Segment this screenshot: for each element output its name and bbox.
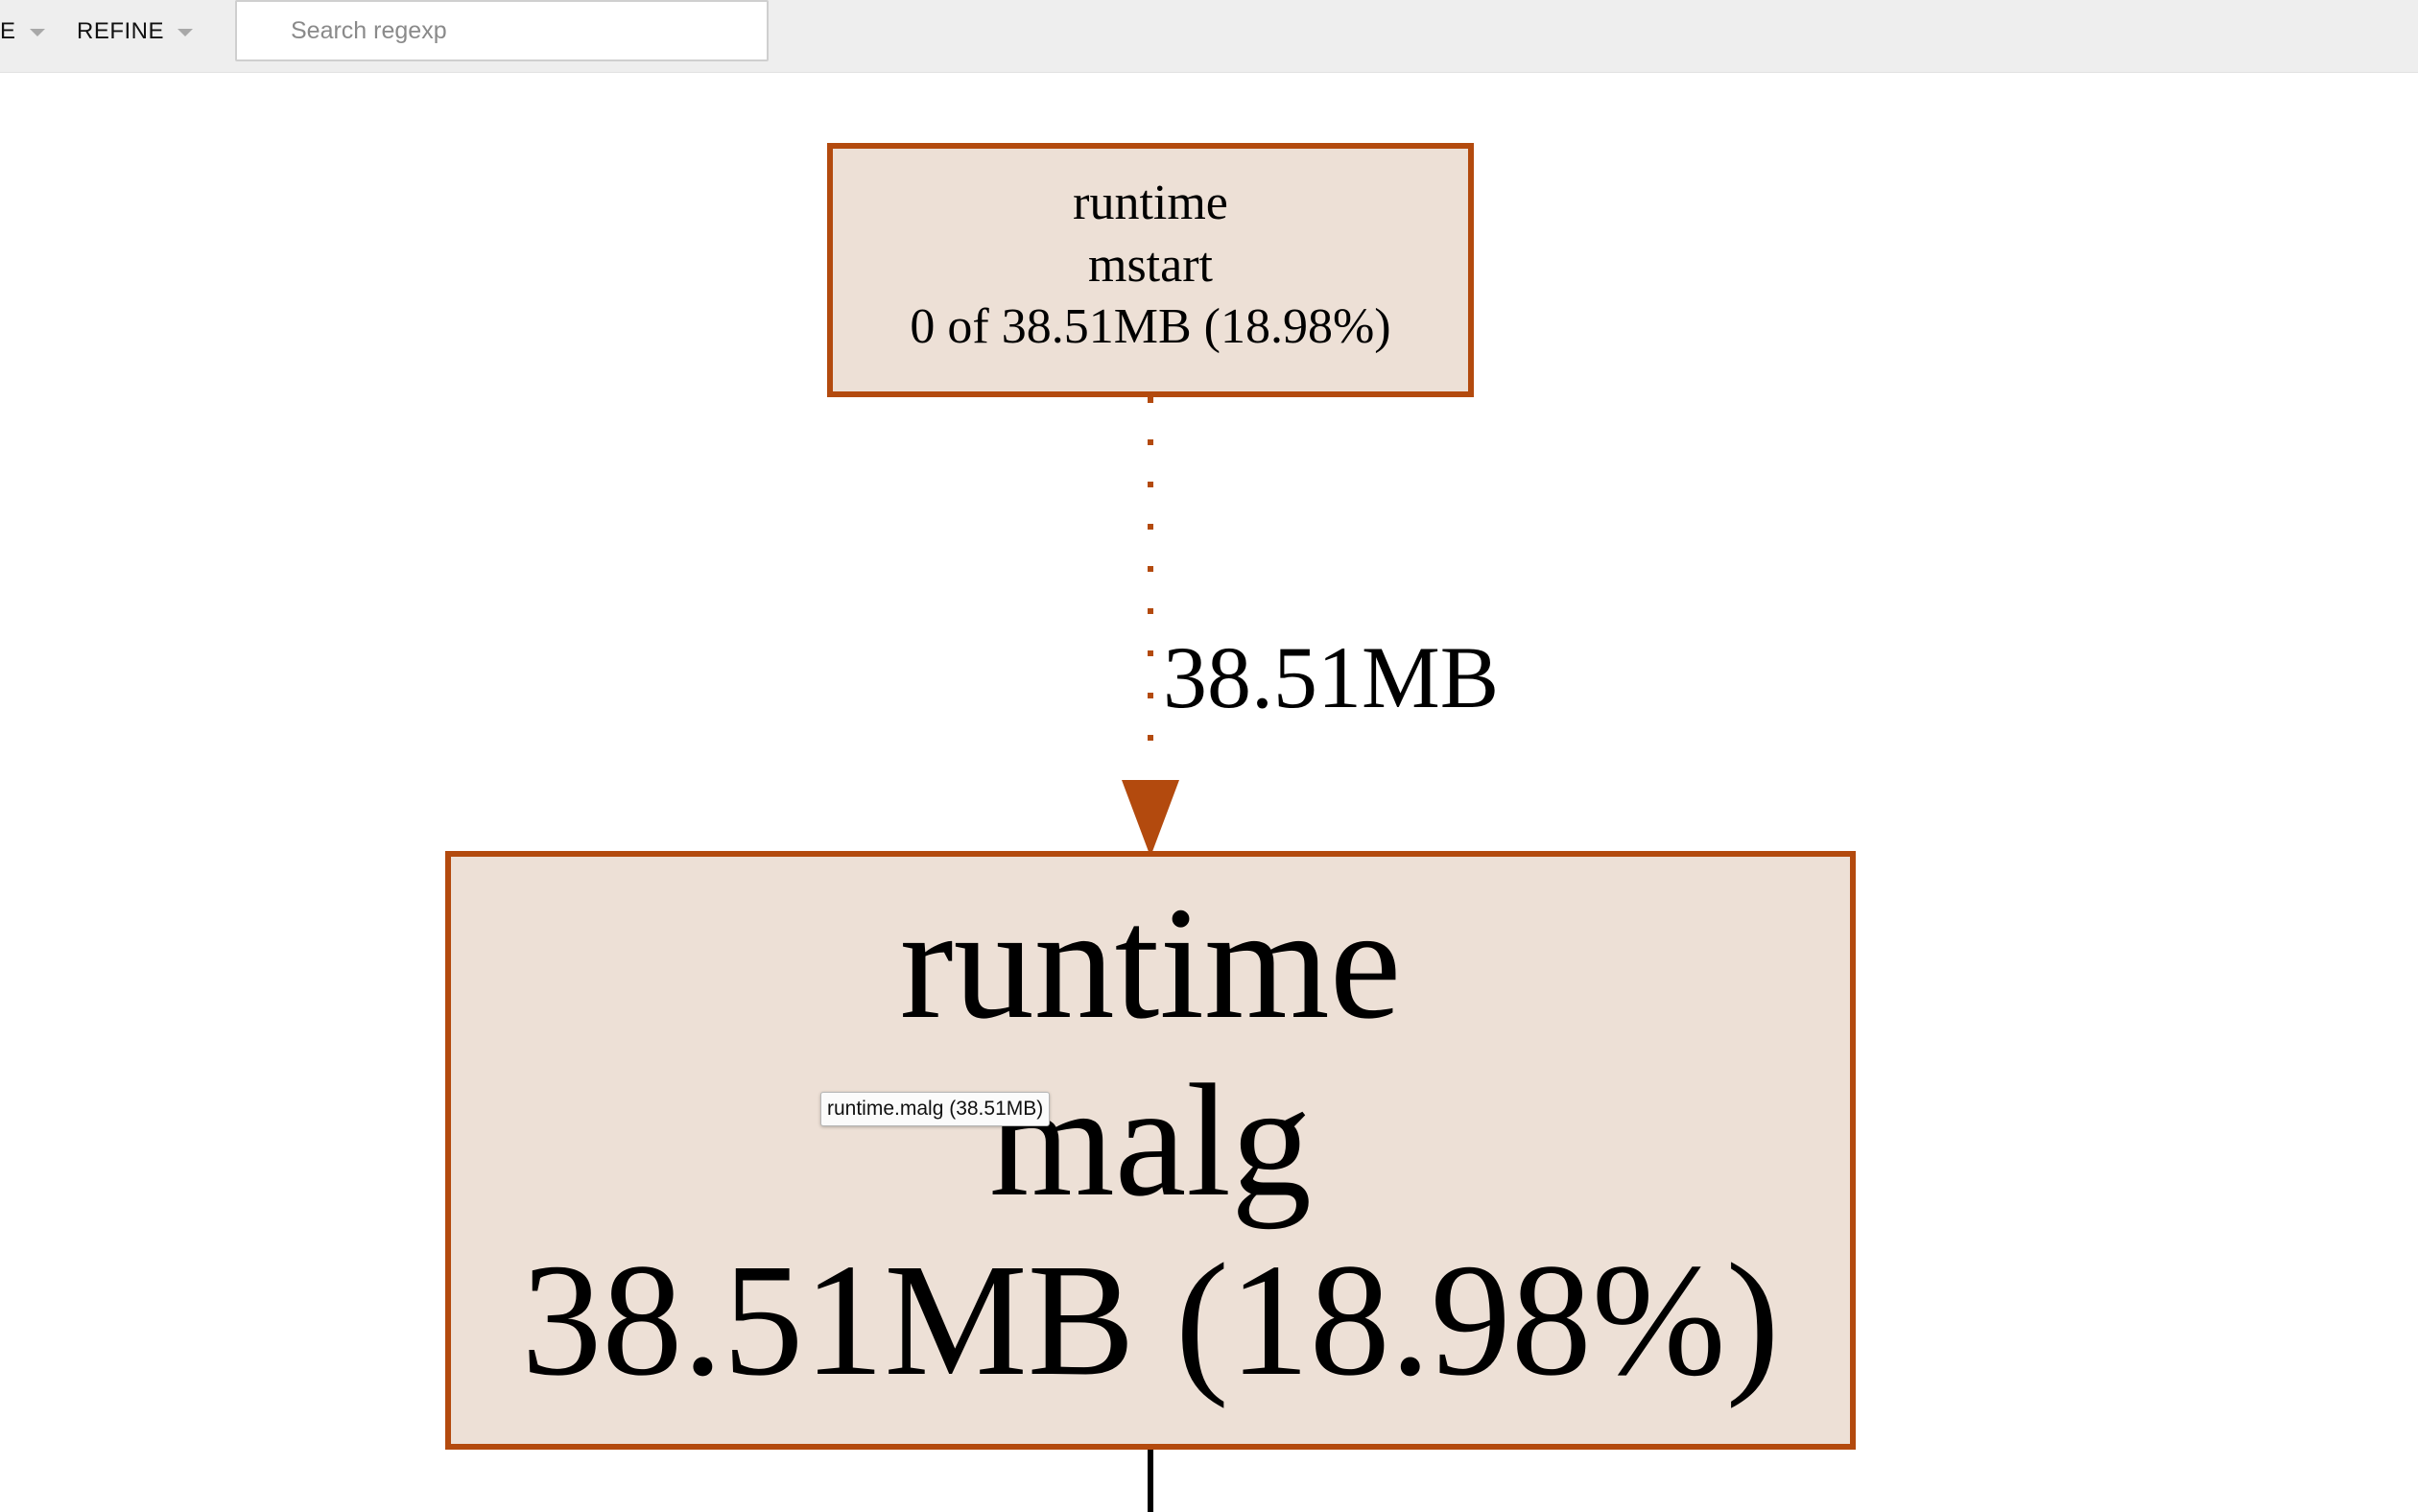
graph-node-malg[interactable]: runtime malg 38.51MB (18.98%) [445, 851, 1856, 1450]
view-menu-button[interactable]: E [0, 0, 45, 63]
chevron-down-icon [178, 29, 194, 36]
node-package: runtime [900, 874, 1402, 1052]
node-tooltip: runtime.malg (38.51MB) [820, 1092, 1051, 1126]
node-stats: 0 of 38.51MB (18.98%) [910, 299, 1390, 354]
node-function: malg [989, 1051, 1312, 1230]
graph-edge-mstart-malg[interactable]: 38.51MB [1122, 397, 1499, 857]
chevron-down-icon [29, 29, 45, 36]
search-input[interactable] [235, 0, 769, 61]
call-graph[interactable]: runtime mstart 0 of 38.51MB (18.98%) 38.… [0, 73, 2418, 1512]
graph-node-mstart[interactable]: runtime mstart 0 of 38.51MB (18.98%) [827, 143, 1474, 397]
refine-menu-label: REFINE [77, 18, 165, 44]
refine-menu-button[interactable]: REFINE [77, 0, 194, 63]
node-package: runtime [1073, 176, 1228, 230]
edge-arrowhead-icon [1122, 780, 1179, 857]
node-box [827, 143, 1474, 397]
node-stats: 38.51MB (18.98%) [521, 1231, 1779, 1409]
view-menu-label: E [0, 18, 16, 44]
edge-label: 38.51MB [1163, 628, 1499, 726]
node-box [445, 851, 1856, 1450]
toolbar: E REFINE [0, 0, 2418, 73]
node-function: mstart [1088, 238, 1214, 293]
